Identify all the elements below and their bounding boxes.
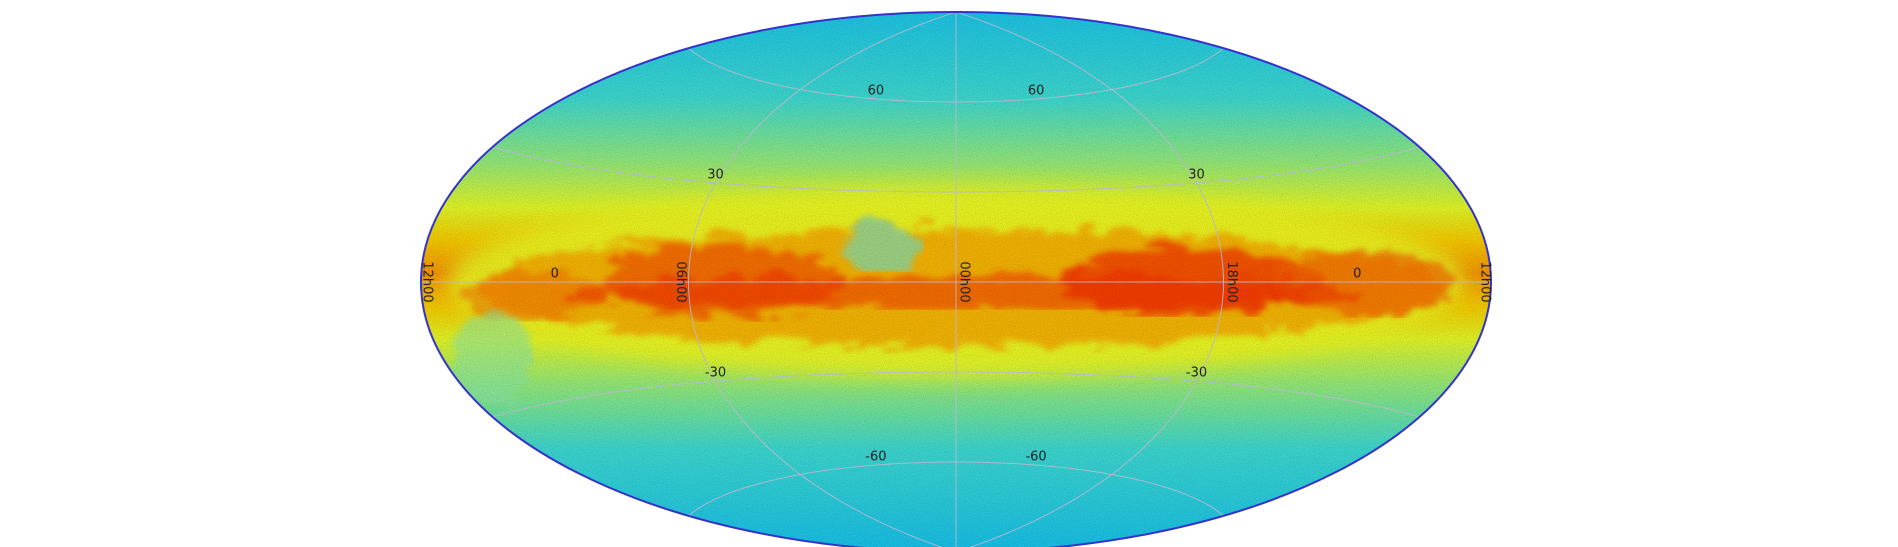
latitude-label: -30: [1186, 366, 1207, 381]
latitude-label: 60: [868, 84, 885, 99]
longitude-label: 06h00: [673, 261, 688, 302]
longitude-label: 00h00: [957, 261, 972, 302]
latitude-label: 30: [707, 167, 724, 182]
latitude-label: 0: [551, 267, 559, 282]
grid-labels: 60 60 30 30 0 0 -30 -30 -60 -60 12h00 06h00 00h00 18h…: [420, 84, 1493, 465]
grid-line: [955, 11, 1225, 547]
latitude-label: 60: [1028, 84, 1045, 99]
grid-line: [687, 11, 957, 547]
latitude-label: 0: [1353, 267, 1361, 282]
longitude-label: 12h00: [420, 261, 435, 302]
map-boundary: [420, 11, 1492, 547]
longitude-label: 12h00: [1478, 261, 1493, 302]
latitude-label: -60: [865, 450, 886, 465]
latitude-label: 30: [1188, 167, 1205, 182]
longitude-label: 18h00: [1224, 261, 1239, 302]
latitude-label: -30: [705, 366, 726, 381]
latitude-label: -60: [1025, 450, 1046, 465]
coordinate-grid: [421, 11, 1491, 547]
